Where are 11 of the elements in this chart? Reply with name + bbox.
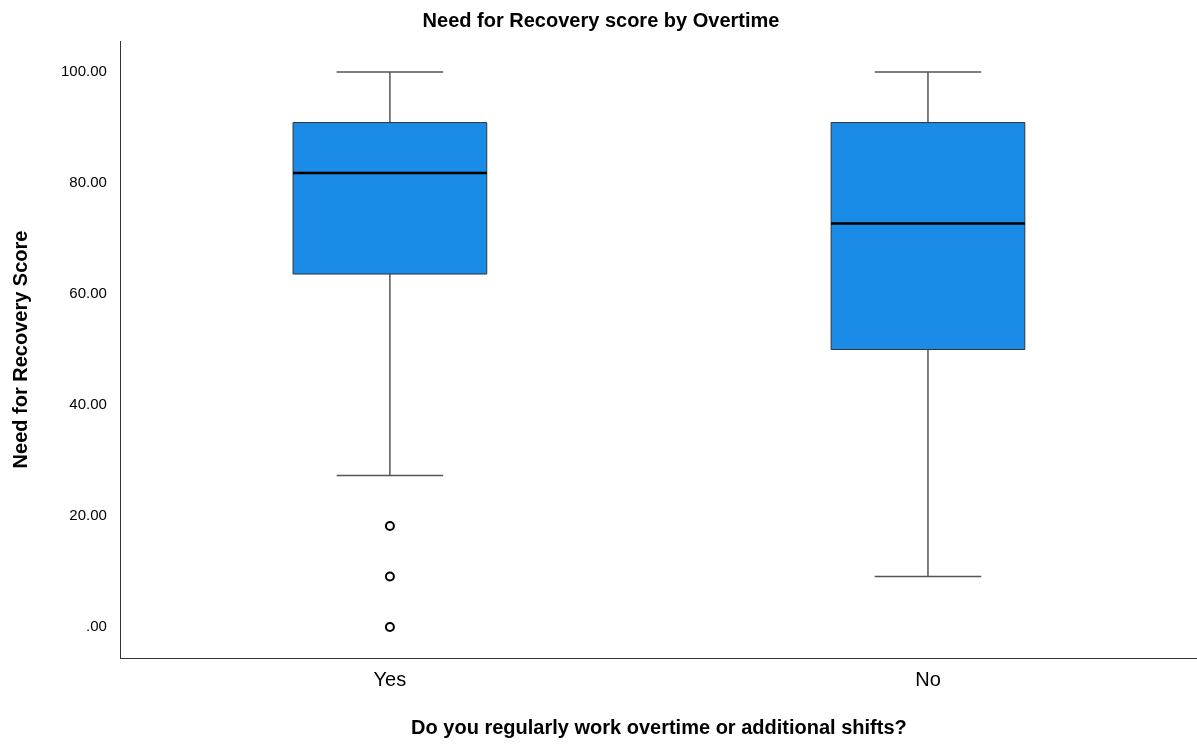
chart-title: Need for Recovery score by Overtime (422, 8, 780, 31)
x-axis-title: Do you regularly work overtime or additional shifts? (411, 715, 907, 738)
y-tick-label: 40.00 (69, 395, 107, 413)
y-tick-label: 100.00 (60, 62, 107, 80)
y-tick-label: 60.00 (69, 284, 107, 302)
y-tick-label: .00 (86, 617, 107, 635)
x-tick-label: Yes (373, 667, 407, 690)
y-tick-label: 80.00 (69, 173, 107, 191)
x-tick-label: No (915, 667, 941, 690)
y-axis-title: Need for Recovery Score (8, 230, 31, 469)
y-tick-label: 20.00 (69, 506, 107, 524)
